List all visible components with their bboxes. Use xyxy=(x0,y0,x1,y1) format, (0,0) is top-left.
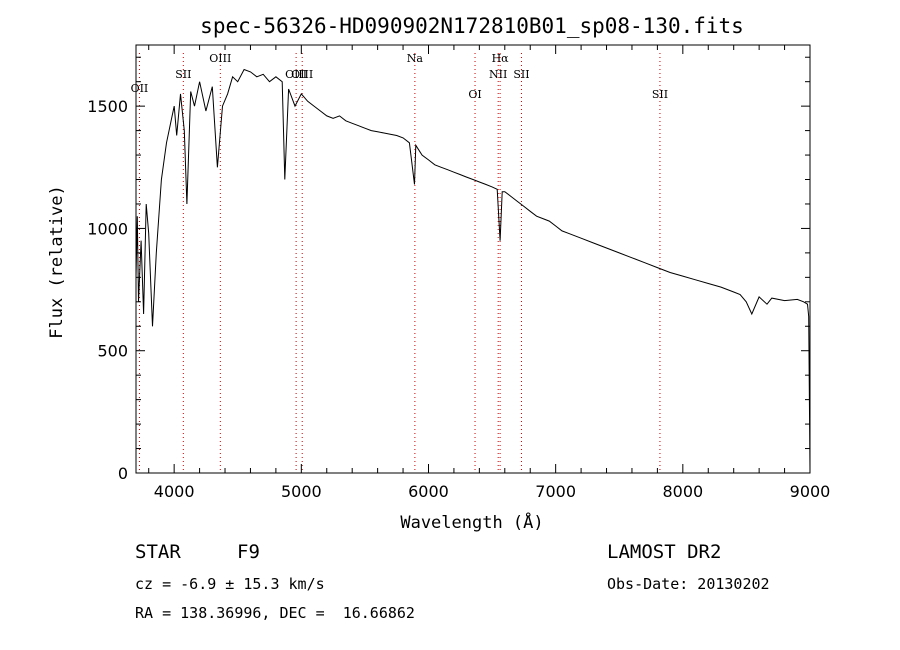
obs-date-text: Obs-Date: 20130202 xyxy=(607,575,770,593)
axes: 4000 5000 6000 7000 8000 9000 0 500 1000 1500 xyxy=(87,45,830,501)
spectrum-series xyxy=(135,68,811,474)
emission-line-label: Hα xyxy=(492,52,510,65)
x-axis-label: Wavelength (Å) xyxy=(400,511,543,533)
emission-line-label: Na xyxy=(407,52,424,65)
emission-line-label: SII xyxy=(513,68,529,81)
plot-frame xyxy=(135,44,811,474)
y-tick-label: 1500 xyxy=(87,97,128,116)
emission-line-label: OIII xyxy=(209,52,231,65)
y-tick-label: 1000 xyxy=(87,219,128,238)
chart-title: spec-56326-HD090902N172810B01_sp08-130.f… xyxy=(200,14,744,38)
object-subclass: F9 xyxy=(237,541,260,563)
object-class: STAR xyxy=(135,541,181,563)
spectrum-line xyxy=(135,68,811,474)
x-tick-label: 5000 xyxy=(281,482,322,501)
x-tick-label: 9000 xyxy=(790,482,831,501)
survey-name: LAMOST DR2 xyxy=(607,541,722,563)
emission-line-label: OIII xyxy=(291,68,313,81)
emission-line-label: OIII xyxy=(285,68,307,81)
x-tick-label: 4000 xyxy=(154,482,195,501)
emission-line-label: OI xyxy=(468,88,481,101)
emission-line-label: OII xyxy=(131,82,149,95)
x-tick-label: 8000 xyxy=(662,482,703,501)
emission-line-label: SII xyxy=(652,88,668,101)
y-axis-label: Flux (relative) xyxy=(47,185,67,339)
velocity-text: cz = -6.9 ± 15.3 km/s xyxy=(135,575,325,593)
x-tick-label: 7000 xyxy=(535,482,576,501)
y-tick-label: 500 xyxy=(97,342,128,361)
coords-text: RA = 138.36996, DEC = 16.66862 xyxy=(135,604,415,622)
y-tick-label: 0 xyxy=(118,464,128,483)
emission-line-label: NII xyxy=(489,68,507,81)
emission-line-label: SII xyxy=(175,68,191,81)
x-tick-label: 6000 xyxy=(408,482,449,501)
